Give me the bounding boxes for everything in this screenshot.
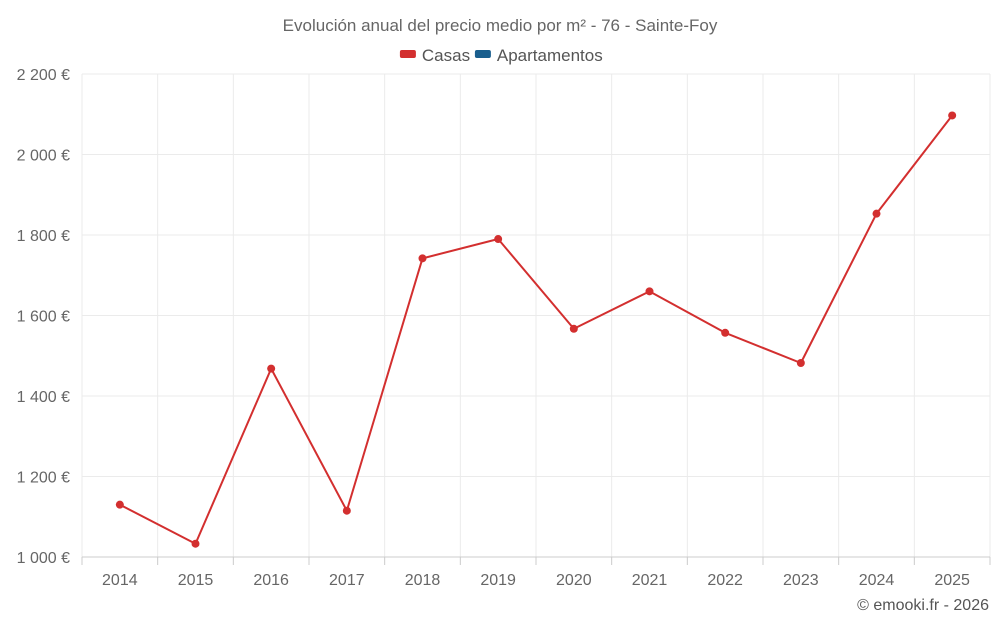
credit-text: © emooki.fr - 2026 [857,597,989,614]
x-tick-label: 2016 [253,572,289,589]
data-point [115,500,124,509]
y-tick-label: 2 200 € [17,67,70,84]
y-tick-label: 1 400 € [17,389,70,406]
data-point [721,328,730,337]
x-tick-label: 2022 [707,572,743,589]
legend-swatch [399,50,416,58]
data-point [796,358,805,367]
data-point [494,235,503,244]
series-line-casas [119,114,953,545]
y-tick-label: 1 200 € [17,470,70,487]
series-group [115,111,957,548]
data-point [342,506,351,515]
x-axis: 2014 2015 2016 2017 2018 2019 2020 2021 2022 2023… [81,556,991,589]
gridlines [81,73,991,557]
x-tick-label: 2023 [783,572,819,589]
data-point [418,254,427,263]
y-tick-label: 2 000 € [17,148,70,165]
y-tick-label: 1 800 € [17,228,70,245]
x-tick-label: 2021 [632,572,668,589]
x-tick-label: 2017 [329,572,365,589]
data-point [191,539,200,548]
legend-label: Casas [422,46,470,65]
data-point [569,324,578,333]
legend-swatch [474,50,491,58]
x-tick-label: 2025 [934,572,970,589]
y-tick-label: 1 000 € [17,550,70,567]
x-tick-label: 2015 [178,572,214,589]
data-point [948,111,957,120]
x-tick-label: 2018 [405,572,441,589]
x-tick-label: 2020 [556,572,592,589]
y-axis: 1 000 € 1 200 € 1 400 € 1 600 € 1 800 € 2 000… [17,67,70,567]
y-tick-label: 1 600 € [17,309,70,326]
chart-title: Evolución anual del precio medio por m² … [283,16,718,35]
data-point [645,287,654,296]
data-point [872,209,881,218]
legend: Casas Apartamentos [399,46,603,65]
x-tick-label: 2014 [102,572,138,589]
x-tick-label: 2019 [480,572,516,589]
data-point [267,364,276,373]
legend-label: Apartamentos [497,46,603,65]
x-tick-label: 2024 [859,572,895,589]
